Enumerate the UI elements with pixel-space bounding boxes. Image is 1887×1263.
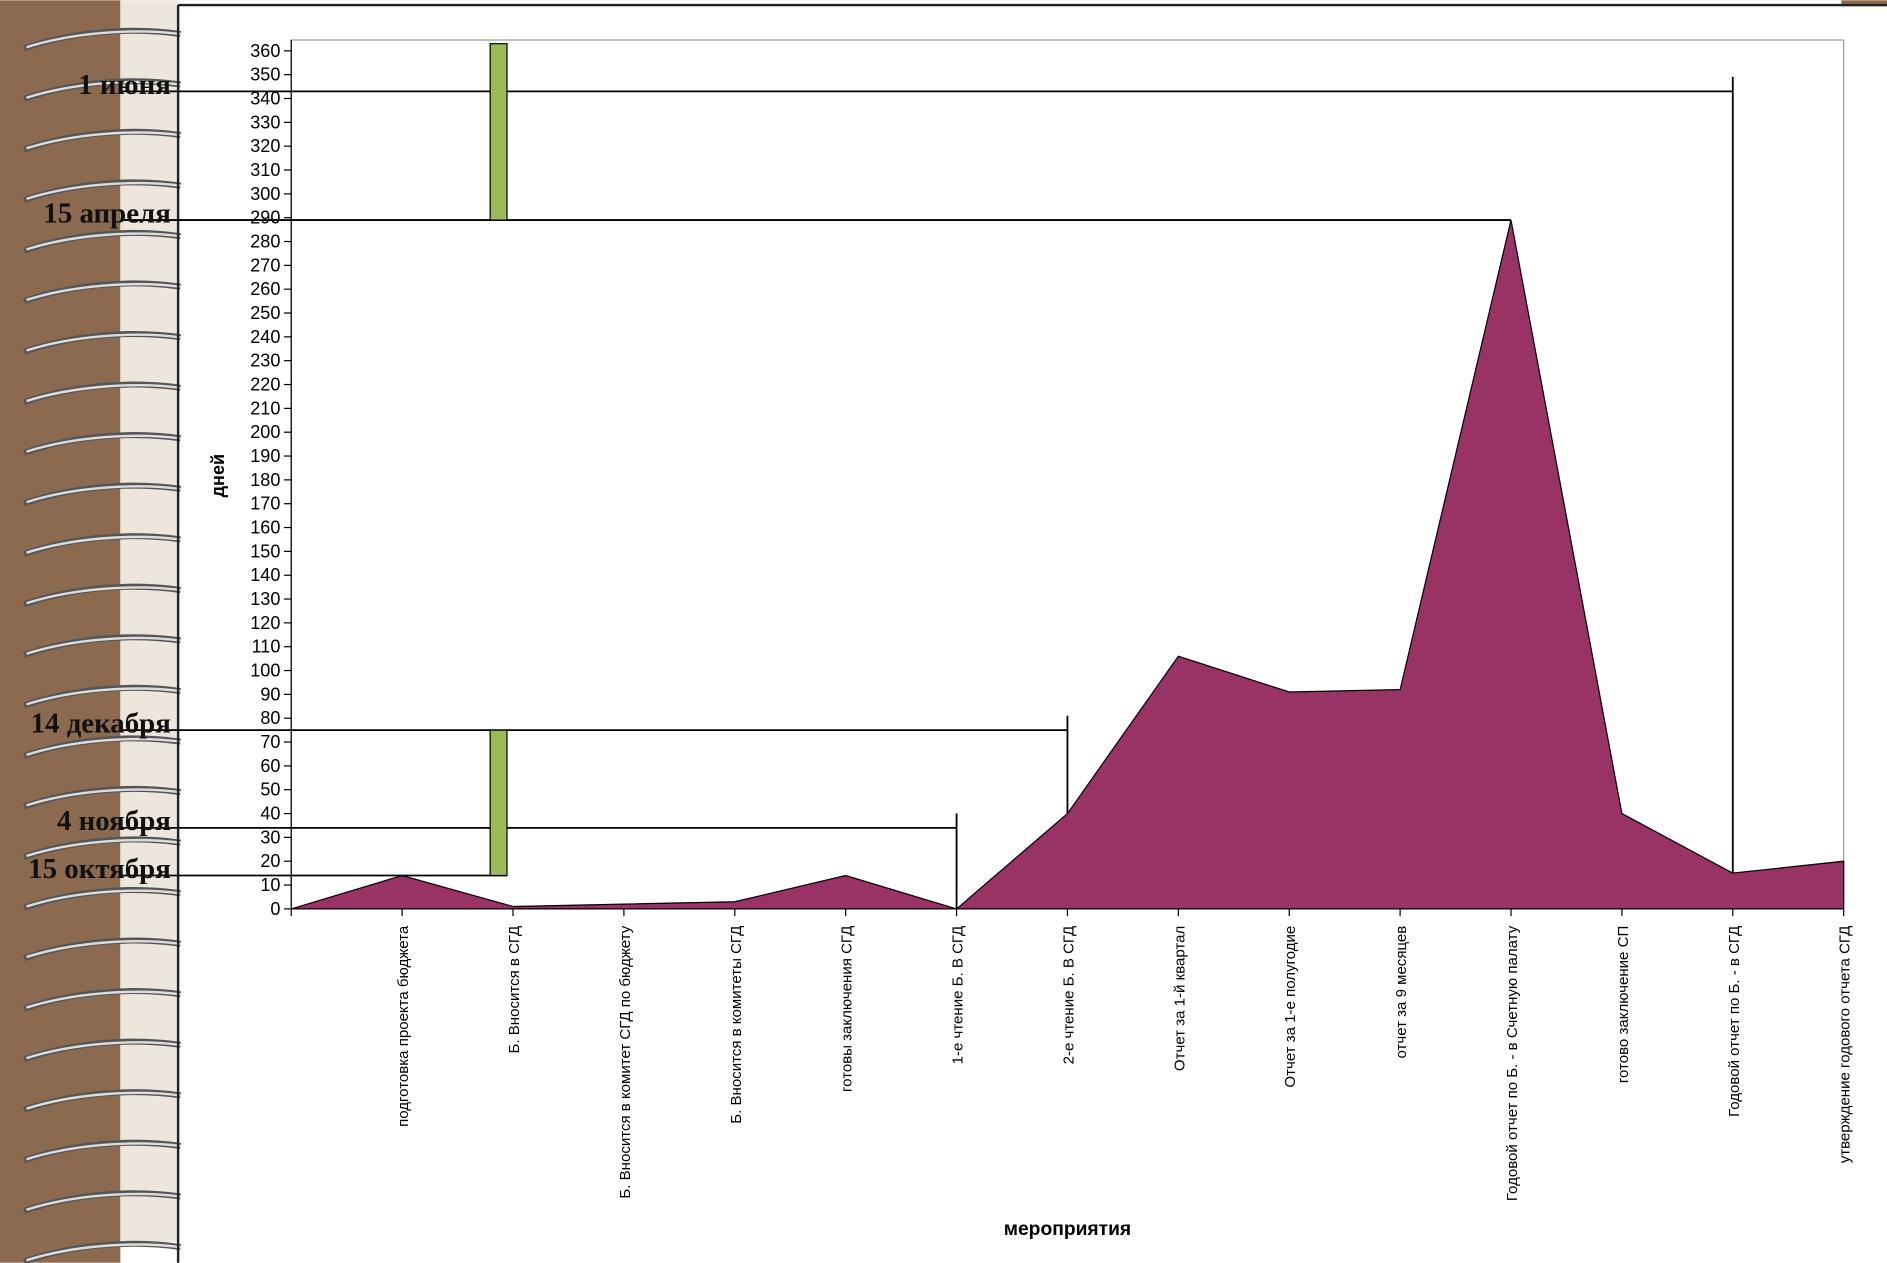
spiral-ring-light: [26, 788, 181, 807]
spiral-ring-light: [26, 80, 181, 99]
y-tick-label: 150: [250, 541, 280, 561]
y-tick-label: 350: [250, 65, 280, 85]
spiral-ring-light: [26, 181, 181, 201]
y-tick-label: 200: [250, 422, 280, 442]
y-tick-label: 280: [250, 232, 280, 252]
annotation-label: 4 ноября: [57, 805, 171, 837]
spiral-ring-light: [26, 990, 181, 1009]
y-tick-label: 60: [260, 756, 280, 776]
x-tick-label: Отчет за 1-е полугодие: [1282, 926, 1299, 1088]
spiral-ring-light: [26, 636, 181, 655]
x-tick-label: Годовой отчет по Б. - в Счетную палату: [1504, 925, 1521, 1201]
spiral-ring-light: [26, 1041, 181, 1060]
annotation-label: 14 декабря: [31, 708, 171, 740]
spiral-ring-light: [26, 737, 181, 757]
spiral-ring-light: [26, 586, 181, 605]
interval-bar: [489, 43, 508, 221]
x-tick-label: Отчет за 1-й квартал: [1171, 926, 1188, 1071]
spiral: [23, 27, 181, 1263]
y-tick-label: 100: [250, 661, 280, 681]
area: [291, 219, 1845, 910]
y-tick-label: 340: [250, 89, 280, 109]
spiral-ring-light: [26, 687, 181, 706]
y-tick-label: 0: [270, 899, 280, 919]
x-tick-label: отчет за 9 месяцев: [1393, 926, 1410, 1059]
spiral-ring-light: [26, 384, 181, 403]
spiral-ring-light: [26, 535, 181, 554]
y-tick-label: 140: [250, 565, 280, 585]
y-tick-label: 20: [260, 851, 280, 871]
spiral-ring-light: [26, 1142, 181, 1161]
y-tick-label: 240: [250, 327, 280, 347]
spiral-ring-light: [26, 232, 181, 251]
x-tick-label: 1-е чтение Б. В СГД: [950, 926, 967, 1065]
x-tick-label: утверждение годового отчета СГД: [1837, 926, 1854, 1164]
y-tick-label: 160: [250, 518, 280, 538]
x-tick-label: Б. Вносится в СГД: [506, 926, 523, 1054]
x-tick-label: готово заключение СП: [1615, 926, 1632, 1083]
y-tick-label: 10: [260, 875, 280, 895]
y-tick-label: 210: [250, 398, 280, 418]
spiral-ring-light: [26, 30, 181, 49]
y-tick-label: 310: [250, 160, 280, 180]
y-tick-label: 180: [250, 470, 280, 490]
y-tick-label: 40: [260, 804, 280, 824]
spiral-ring-light: [26, 282, 181, 302]
spiral-ring-light: [26, 434, 181, 453]
spiral-ring-light: [26, 485, 181, 504]
y-tick-label: 120: [250, 613, 280, 633]
x-tick-label: Б. Вносится в комитет СГД по бюджету: [617, 925, 634, 1198]
spiral-ring-light: [26, 838, 181, 858]
spiral-ring-light: [26, 1091, 181, 1110]
x-tick-label: Б. Вносится в комитеты СГД: [728, 926, 745, 1124]
annotation-label: 1 июня: [78, 69, 171, 101]
y-tick-label: 300: [250, 184, 280, 204]
y-tick-label: 260: [250, 279, 280, 299]
x-tick-label: подготовка проекта бюджета: [395, 925, 412, 1127]
annotation-label: 15 апреля: [43, 197, 170, 229]
x-tick-label: Годовой отчет по Б. - в СГД: [1726, 926, 1743, 1117]
y-tick-label: 250: [250, 303, 280, 323]
y-tick-label: 50: [260, 780, 280, 800]
y-tick-label: 360: [250, 41, 280, 61]
x-tick-label: готовы заключения СГД: [839, 926, 856, 1092]
y-tick-label: 130: [250, 589, 280, 609]
x-axis-label: мероприятия: [1004, 1219, 1131, 1240]
y-tick-label: 230: [250, 351, 280, 371]
spiral-ring-light: [26, 131, 181, 150]
spiral-ring-light: [26, 1192, 181, 1211]
y-tick-label: 330: [250, 112, 280, 132]
spiral-ring-light: [26, 889, 181, 908]
spiral-ring-light: [26, 333, 181, 352]
y-tick-label: 90: [260, 684, 280, 704]
y-tick-label: 270: [250, 255, 280, 275]
y-axis-label: дней: [208, 454, 228, 498]
x-tick-label: 2-е чтение Б. В СГД: [1060, 926, 1077, 1065]
interval-bar: [489, 729, 508, 877]
y-tick-label: 320: [250, 136, 280, 156]
y-tick-label: 190: [250, 446, 280, 466]
y-tick-label: 30: [260, 827, 280, 847]
paper-edge: [120, 0, 179, 1243]
y-tick-label: 80: [260, 708, 280, 728]
spiral-ring-light: [26, 940, 181, 959]
y-tick-label: 170: [250, 494, 280, 514]
corner: [1841, 0, 1887, 7]
y-tick-label: 290: [250, 208, 280, 228]
annotation-label: 15 октября: [28, 853, 171, 885]
y-tick-label: 70: [260, 732, 280, 752]
spiral-ring-light: [26, 1243, 181, 1262]
y-tick-label: 220: [250, 375, 280, 395]
y-tick-label: 110: [252, 637, 281, 657]
